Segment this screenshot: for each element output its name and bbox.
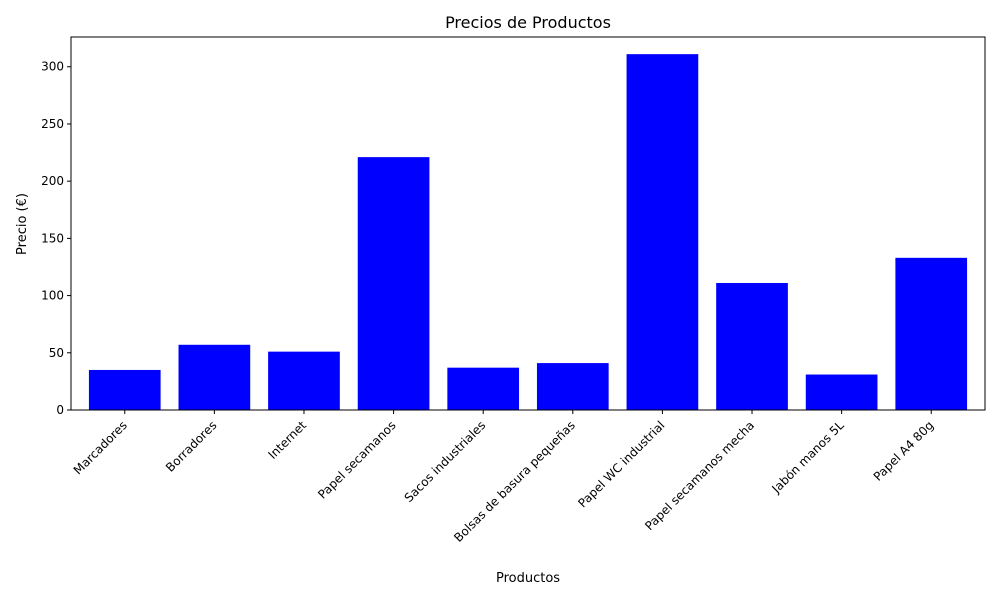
bar	[88, 369, 161, 410]
y-tick-label: 200	[41, 174, 64, 188]
bar	[268, 351, 340, 410]
bar	[447, 367, 520, 410]
x-axis-label: Productos	[496, 571, 560, 586]
bar	[357, 157, 430, 410]
bar	[626, 54, 699, 411]
y-tick-label: 0	[56, 403, 64, 417]
y-tick-label: 50	[49, 346, 64, 360]
plot-frame	[70, 36, 986, 411]
bar	[536, 363, 609, 410]
y-tick-label: 250	[41, 117, 64, 131]
y-tick-label: 100	[41, 289, 64, 303]
y-tick-label: 150	[41, 231, 64, 245]
bar	[805, 374, 878, 410]
chart-title: Precios de Productos	[445, 13, 611, 32]
bar	[716, 282, 788, 410]
y-tick-label: 300	[41, 60, 64, 74]
bar	[895, 257, 968, 410]
bar	[178, 344, 251, 410]
y-axis: 0 50 100 150 200 250 300	[41, 60, 71, 417]
y-axis-label: Precio (€)	[15, 193, 30, 255]
bars-layer	[88, 54, 968, 411]
